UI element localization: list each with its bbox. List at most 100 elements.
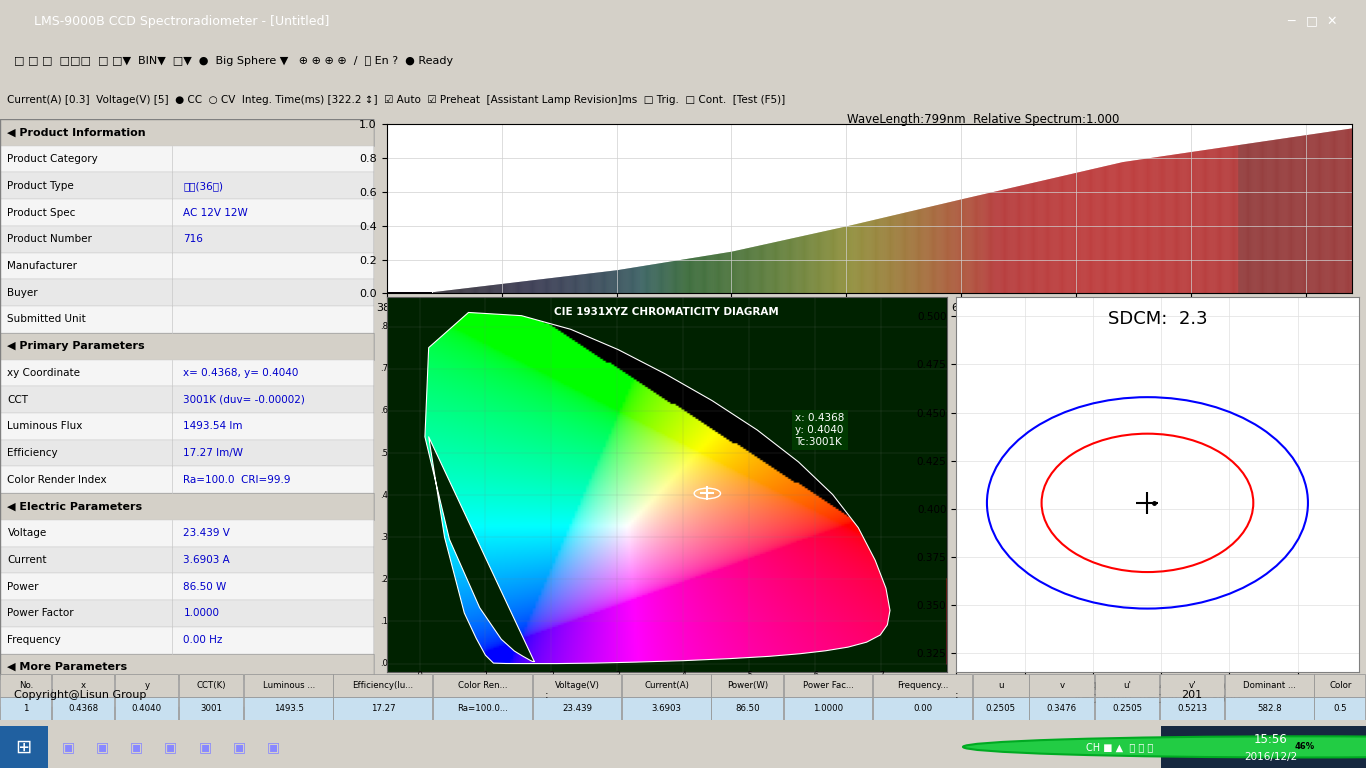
Bar [333, 674, 432, 697]
Text: Product Type: Product Type [7, 180, 74, 191]
Text: 23.439 V: 23.439 V [183, 528, 231, 538]
Bar [52, 674, 115, 697]
Bar [973, 697, 1029, 720]
Bar [784, 674, 872, 697]
Text: .7: .7 [877, 671, 885, 680]
FancyBboxPatch shape [0, 119, 374, 146]
Bar [1094, 674, 1160, 697]
Text: Voltage(V): Voltage(V) [555, 681, 600, 690]
Text: .6: .6 [811, 671, 818, 680]
Bar [179, 697, 243, 720]
FancyBboxPatch shape [0, 627, 374, 654]
Text: Product Number: Product Number [7, 234, 93, 244]
Text: 201: 201 [1182, 690, 1202, 700]
Text: □: □ [1306, 15, 1317, 28]
Text: 0.4368: 0.4368 [68, 704, 98, 713]
Bar [245, 697, 333, 720]
Text: .8: .8 [380, 323, 388, 331]
Text: ◀ Product Information: ◀ Product Information [7, 127, 146, 137]
FancyBboxPatch shape [0, 680, 374, 707]
Text: v': v' [1188, 681, 1197, 690]
Text: WaveLength:799nm  Relative Spectrum:1.000: WaveLength:799nm Relative Spectrum:1.000 [847, 113, 1119, 126]
Text: 3.6903: 3.6903 [652, 704, 682, 713]
Text: ⊞: ⊞ [15, 737, 31, 756]
Text: Product Category: Product Category [7, 154, 98, 164]
Text: Color Render Index: Color Render Index [7, 475, 107, 485]
FancyBboxPatch shape [0, 199, 374, 226]
Text: 3001: 3001 [201, 704, 223, 713]
Text: .2: .2 [380, 575, 388, 584]
Text: u: u [999, 681, 1004, 690]
FancyBboxPatch shape [0, 466, 374, 493]
Text: Power Fac...: Power Fac... [803, 681, 854, 690]
Bar [115, 697, 178, 720]
Bar [873, 674, 971, 697]
FancyBboxPatch shape [0, 253, 374, 280]
FancyBboxPatch shape [0, 600, 374, 627]
Text: 716: 716 [183, 234, 204, 244]
Bar [0, 726, 48, 768]
Bar [973, 674, 1029, 697]
Text: :: : [545, 690, 548, 700]
Bar [115, 674, 178, 697]
FancyBboxPatch shape [0, 306, 374, 333]
PathPatch shape [387, 297, 947, 672]
FancyBboxPatch shape [0, 359, 374, 386]
Text: 15:56: 15:56 [1254, 733, 1287, 746]
Bar [1029, 674, 1094, 697]
Text: Efficiency(lu...: Efficiency(lu... [352, 681, 414, 690]
Text: x=0.4400  y=0.4030  F3000: x=0.4400 y=0.4030 F3000 [1075, 693, 1240, 706]
Bar [622, 674, 710, 697]
Bar [622, 697, 710, 720]
Text: Voltage: Voltage [7, 528, 46, 538]
Text: 3001K (duv= -0.00002): 3001K (duv= -0.00002) [183, 395, 305, 405]
Text: Luminous ...: Luminous ... [262, 681, 314, 690]
Bar [433, 697, 531, 720]
Bar [179, 674, 243, 697]
FancyBboxPatch shape [0, 654, 374, 680]
Bar [784, 697, 872, 720]
Text: Frequency: Frequency [7, 635, 61, 645]
Text: CCT(K): CCT(K) [197, 681, 227, 690]
Circle shape [963, 737, 1366, 757]
FancyBboxPatch shape [0, 173, 374, 199]
Text: Current(A): Current(A) [645, 681, 688, 690]
Text: .7: .7 [380, 364, 388, 373]
Text: 582.8: 582.8 [1258, 704, 1283, 713]
Text: x= 0.4368, y= 0.4040: x= 0.4368, y= 0.4040 [183, 368, 299, 378]
Text: uv Coordinate: uv Coordinate [7, 689, 81, 699]
Text: 0.4040: 0.4040 [133, 704, 163, 713]
Text: .6: .6 [380, 406, 388, 415]
Bar [1314, 697, 1366, 720]
Text: Copyright@Lisun Group: Copyright@Lisun Group [14, 690, 146, 700]
Text: 3.6903 A: 3.6903 A [183, 555, 229, 565]
Text: u': u' [1123, 681, 1131, 690]
Bar [712, 674, 783, 697]
Text: 23.439: 23.439 [563, 704, 593, 713]
Bar [533, 674, 622, 697]
Text: v: v [1059, 681, 1064, 690]
Text: ─: ─ [1287, 15, 1295, 28]
Text: ▣: ▣ [61, 740, 75, 754]
Text: ◀ Primary Parameters: ◀ Primary Parameters [7, 341, 145, 351]
Text: Power Factor: Power Factor [7, 608, 74, 618]
Bar [533, 697, 622, 720]
Text: Manufacturer: Manufacturer [7, 261, 78, 271]
Bar [1094, 697, 1160, 720]
Text: 86.50 W: 86.50 W [183, 581, 227, 592]
Text: ▣: ▣ [96, 740, 109, 754]
Text: :: : [955, 690, 958, 700]
Text: Current(A) [0.3]  Voltage(V) [5]  ● CC  ○ CV  Integ. Time(ms) [322.2 ↕]  ☑ Auto : Current(A) [0.3] Voltage(V) [5] ● CC ○ C… [7, 94, 785, 105]
Text: 17.27: 17.27 [370, 704, 396, 713]
Text: 1.0000: 1.0000 [813, 704, 843, 713]
Text: x: x [81, 681, 86, 690]
Bar [1161, 726, 1366, 768]
Bar [1029, 697, 1094, 720]
Bar [245, 674, 333, 697]
FancyBboxPatch shape [0, 493, 374, 520]
Bar [0, 697, 51, 720]
Text: 0.3476: 0.3476 [1046, 704, 1076, 713]
Text: SDCM:  2.3: SDCM: 2.3 [1108, 310, 1208, 329]
Text: 2016/12/2: 2016/12/2 [1244, 753, 1296, 763]
Text: .5: .5 [744, 671, 753, 680]
